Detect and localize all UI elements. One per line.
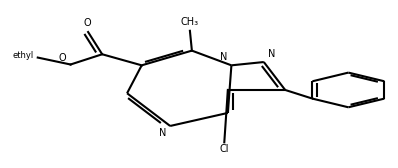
Text: ethyl: ethyl (13, 51, 34, 60)
Text: N: N (159, 128, 166, 138)
Text: O: O (84, 18, 92, 28)
Text: CH₃: CH₃ (181, 17, 199, 28)
Text: Cl: Cl (220, 144, 229, 154)
Text: N: N (268, 49, 275, 59)
Text: O: O (59, 53, 66, 63)
Text: N: N (220, 52, 227, 62)
